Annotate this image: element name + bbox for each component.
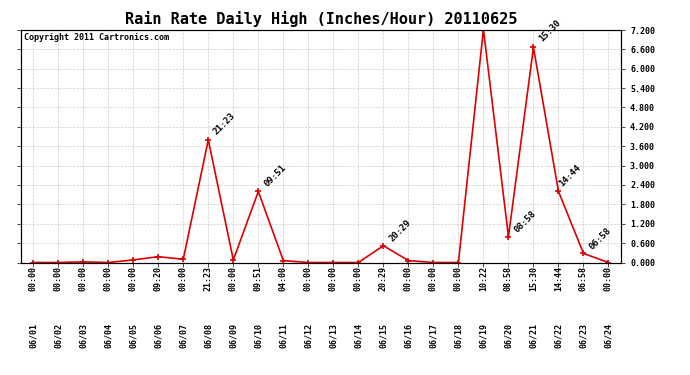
Text: 00:00: 00:00	[104, 266, 112, 291]
Text: 09:51: 09:51	[262, 164, 288, 189]
Text: 00:00: 00:00	[354, 266, 363, 291]
Text: 00:00: 00:00	[454, 266, 463, 291]
Text: 06/02: 06/02	[54, 322, 63, 348]
Text: 15:30: 15:30	[538, 18, 562, 44]
Text: 20:29: 20:29	[379, 266, 388, 291]
Text: 09:20: 09:20	[154, 266, 163, 291]
Text: 00:00: 00:00	[179, 266, 188, 291]
Text: 06/22: 06/22	[554, 322, 563, 348]
Text: 00:00: 00:00	[54, 266, 63, 291]
Text: 06/11: 06/11	[279, 322, 288, 348]
Text: 06/18: 06/18	[454, 322, 463, 348]
Text: Copyright 2011 Cartronics.com: Copyright 2011 Cartronics.com	[23, 33, 168, 42]
Text: 14:44: 14:44	[558, 164, 582, 189]
Text: 21:23: 21:23	[204, 266, 213, 291]
Text: 06:58: 06:58	[579, 266, 588, 291]
Text: 06/14: 06/14	[354, 322, 363, 348]
Text: 21:23: 21:23	[212, 111, 237, 136]
Text: 06/06: 06/06	[154, 322, 163, 348]
Text: 06/17: 06/17	[429, 322, 438, 348]
Text: 06/20: 06/20	[504, 322, 513, 348]
Text: 00:00: 00:00	[129, 266, 138, 291]
Text: 06:58: 06:58	[587, 226, 613, 252]
Text: 06/12: 06/12	[304, 322, 313, 348]
Text: 04:00: 04:00	[279, 266, 288, 291]
Text: 00:00: 00:00	[229, 266, 238, 291]
Text: 10:22: 10:22	[0, 374, 1, 375]
Text: 15:30: 15:30	[529, 266, 538, 291]
Text: 14:44: 14:44	[554, 266, 563, 291]
Text: 06/19: 06/19	[479, 322, 488, 348]
Text: 06/08: 06/08	[204, 322, 213, 348]
Text: 08:58: 08:58	[504, 266, 513, 291]
Text: 06/23: 06/23	[579, 322, 588, 348]
Text: 06/07: 06/07	[179, 322, 188, 348]
Text: 06/04: 06/04	[104, 322, 112, 348]
Text: 06/13: 06/13	[329, 322, 338, 348]
Text: 00:00: 00:00	[404, 266, 413, 291]
Text: 00:00: 00:00	[604, 266, 613, 291]
Text: 06/21: 06/21	[529, 322, 538, 348]
Text: 20:29: 20:29	[387, 218, 413, 244]
Text: 06/16: 06/16	[404, 322, 413, 348]
Text: 06/09: 06/09	[229, 322, 238, 348]
Text: 06/24: 06/24	[604, 322, 613, 348]
Text: 06/01: 06/01	[29, 322, 38, 348]
Text: 06/03: 06/03	[79, 322, 88, 348]
Text: 10:22: 10:22	[479, 266, 488, 291]
Text: 08:58: 08:58	[512, 209, 538, 234]
Title: Rain Rate Daily High (Inches/Hour) 20110625: Rain Rate Daily High (Inches/Hour) 20110…	[125, 12, 517, 27]
Text: 00:00: 00:00	[329, 266, 338, 291]
Text: 00:00: 00:00	[429, 266, 438, 291]
Text: 00:00: 00:00	[304, 266, 313, 291]
Text: 00:00: 00:00	[79, 266, 88, 291]
Text: 06/05: 06/05	[129, 322, 138, 348]
Text: 06/10: 06/10	[254, 322, 263, 348]
Text: 00:00: 00:00	[29, 266, 38, 291]
Text: 06/15: 06/15	[379, 322, 388, 348]
Text: 09:51: 09:51	[254, 266, 263, 291]
